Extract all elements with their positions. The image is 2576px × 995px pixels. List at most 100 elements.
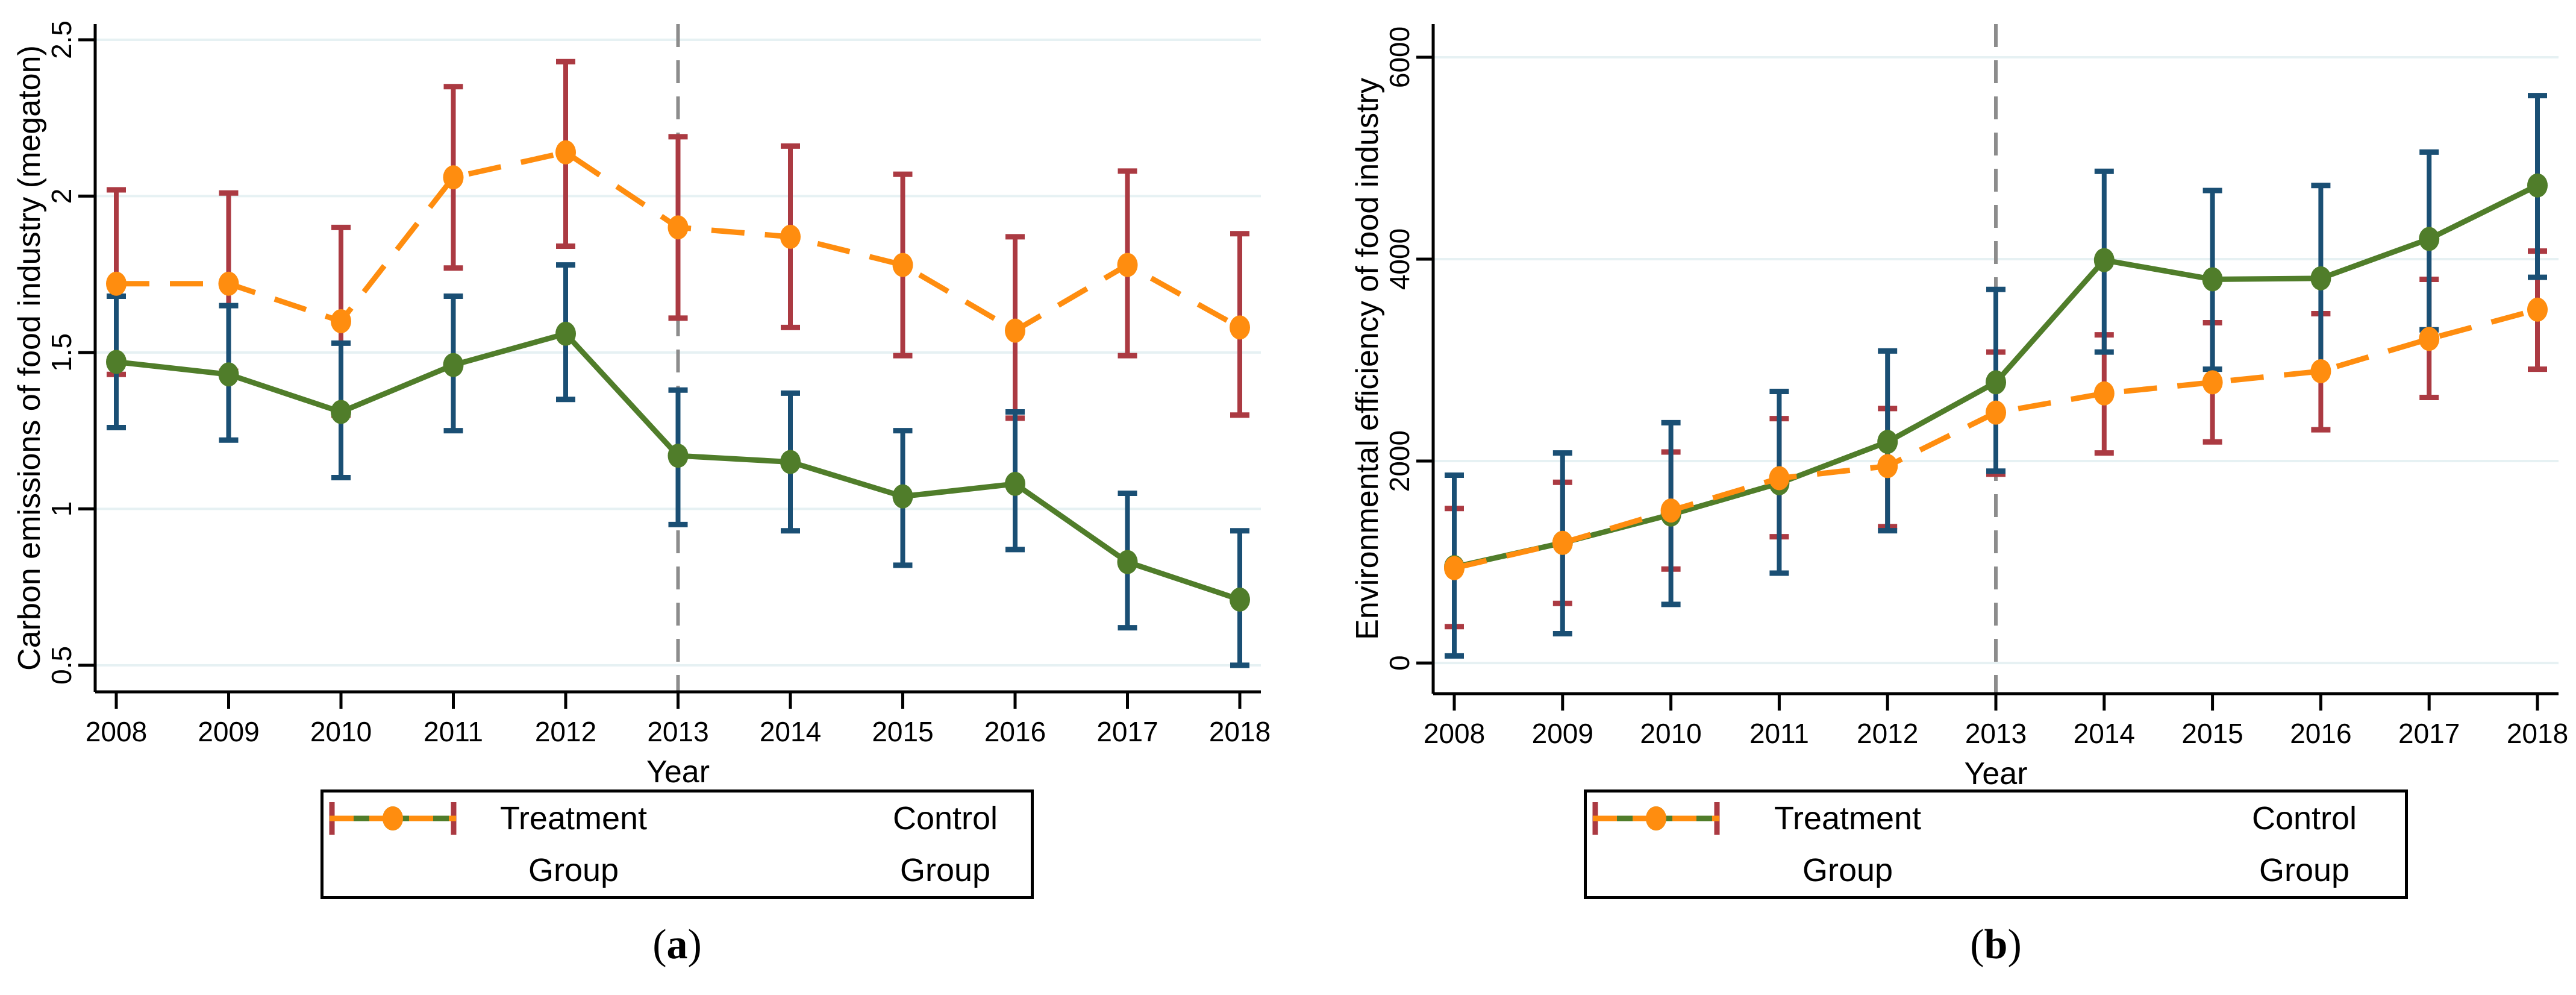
panel-a-control-marker (1005, 318, 1025, 343)
legend-symbol-control-line (1593, 806, 2198, 896)
legend-label-control: Control (892, 800, 998, 836)
panel-b-x-tick-label: 2013 (1965, 718, 2027, 749)
caption-a-close-paren: ) (687, 921, 702, 968)
legend-label-treatment-group: Group (528, 852, 619, 888)
panel-b-control-marker (1660, 498, 1681, 523)
panel-b-treatment-marker (2310, 266, 2331, 290)
panel-a-treatment-marker (667, 444, 689, 468)
panel-b-y-axis-title: Environmental efficiency of food industr… (1350, 78, 1385, 640)
panel-b-control-marker (1769, 466, 1790, 491)
panel-a-control-marker (667, 215, 689, 240)
caption-b-letter: b (1984, 921, 2008, 968)
panel-b-control-marker (2093, 381, 2115, 406)
panel-b-x-tick-label: 2018 (2507, 718, 2568, 749)
panel-b-x-tick-label: 2009 (1532, 718, 1593, 749)
panel-b-treatment-marker (2202, 267, 2223, 292)
panel-b-x-axis-title: Year (1964, 756, 2027, 791)
panel-b-x-tick-label: 2011 (1749, 718, 1809, 749)
panel-a-x-tick-label: 2015 (872, 716, 933, 747)
panel-b-treatment-marker (1986, 370, 2006, 395)
panel-b-control-marker (1552, 530, 1573, 555)
panel-b-control-marker (2419, 327, 2440, 351)
panel-a-x-tick-label: 2009 (198, 716, 259, 747)
control-line-marker-icon (1593, 806, 1719, 830)
panel-a-y-tick-label: 2.5 (46, 20, 77, 59)
legend-panel-a: Treatment Control Group Group (320, 789, 1034, 899)
panel-a-x-tick-label: 2014 (760, 716, 821, 747)
legend-label-control: Control (2251, 800, 2357, 836)
panel-a-control-marker (1230, 315, 1250, 340)
panel-a-y-tick-label: 1.5 (46, 333, 77, 372)
panel-a-x-axis-title: Year (646, 755, 710, 789)
panel-a-x-tick-label: 2013 (647, 716, 708, 747)
legend-symbol-treatment-line (1587, 806, 1731, 896)
panel-a-treatment-marker (218, 362, 239, 387)
panel-a-x-tick-label: 2016 (984, 716, 1046, 747)
panel-a-treatment-marker (1230, 587, 1250, 612)
panel-b-x-tick-label: 2008 (1424, 718, 1485, 749)
panel-a-treatment-marker (106, 350, 127, 374)
panel-a-control-marker (218, 271, 239, 296)
panel-b-x-tick-label: 2016 (2290, 718, 2351, 749)
panel-a-control-marker (780, 224, 801, 249)
panel-a-x-tick-label: 2012 (535, 716, 596, 747)
panel-a-treatment-marker (892, 484, 913, 509)
panel-a-control-marker (555, 140, 576, 165)
legend-symbol-control-errorbar (329, 793, 854, 844)
caption-b-open-paren: ( (1970, 921, 1984, 968)
caption-panel-a: (a) (533, 921, 822, 969)
legend-label-control-group: Group (2259, 852, 2350, 888)
panel-a-y-tick-label: 1 (46, 501, 77, 517)
panel-b-control-marker (2527, 297, 2548, 322)
panel-a-treatment-marker (1005, 471, 1025, 496)
panel-b-control-marker (1986, 400, 2006, 425)
panel-a-control-marker (1117, 253, 1138, 277)
panel-a-y-tick-label: 0.5 (46, 646, 77, 685)
panel-b-y-tick-label: 6000 (1384, 27, 1415, 88)
control-line-marker-icon (330, 806, 456, 830)
panel-a-x-tick-label: 2011 (424, 716, 483, 747)
panel-b-treatment-marker (2093, 248, 2115, 272)
panel-a-treatment-marker (443, 353, 464, 377)
panel-b-treatment-marker (2419, 227, 2440, 251)
panel-a-y-axis-title: Carbon emissions of food industry (megat… (12, 45, 47, 671)
panel-b-control-marker (2202, 370, 2223, 395)
panel-b-y-tick-label: 0 (1384, 655, 1415, 671)
panel-a-treatment-marker (1117, 550, 1138, 574)
panel-a-x-tick-label: 2010 (310, 716, 372, 747)
panel-b-y-tick-label: 4000 (1384, 228, 1415, 290)
caption-a-open-paren: ( (652, 921, 667, 968)
panel-b-control-marker (1877, 454, 1898, 479)
panel-b-control-marker (1444, 556, 1465, 580)
panel-b: 0 2000 4000 6000 2008 2009 2010 2011 2012 2013 201… (1350, 24, 2568, 791)
panel-a-x-tick-label: 2017 (1096, 716, 1158, 747)
panel-a-treatment-marker (780, 450, 801, 474)
panel-b-x-tick-label: 2015 (2181, 718, 2243, 749)
panel-a-control-marker (443, 165, 464, 190)
panel-a-treatment-marker (331, 400, 351, 424)
panel-b-x-tick-label: 2010 (1640, 718, 1701, 749)
panel-a-x-tick-label: 2008 (86, 716, 147, 747)
caption-b-close-paren: ) (2007, 921, 2022, 968)
legend-symbol-treatment-line (324, 806, 474, 896)
panel-a-x-tick-label: 2018 (1209, 716, 1271, 747)
panel-b-treatment-marker (2527, 173, 2548, 198)
panel-b-x-tick-label: 2017 (2398, 718, 2460, 749)
legend-symbol-control-errorbar (1592, 793, 2198, 844)
panel-b-x-tick-label: 2012 (1857, 718, 1918, 749)
panel-a-control-marker (106, 271, 127, 296)
legend-symbol-control-line (330, 806, 854, 896)
panel-a-control-marker (331, 309, 351, 334)
legend-label-treatment: Treatment (499, 800, 648, 836)
legend-label-control-group: Group (899, 852, 991, 888)
caption-a-letter: a (666, 921, 688, 968)
panel-a-treatment-marker (555, 321, 576, 346)
panel-b-x-tick-label: 2014 (2074, 718, 2135, 749)
caption-panel-b: (b) (1851, 921, 2140, 969)
panel-a: 0.5 1 1.5 2 2.5 2008 2009 2010 2011 2012 2013 2014 2… (12, 20, 1271, 789)
legend-panel-b: Treatment Control Group Group (1584, 789, 2408, 899)
legend-label-treatment-group: Group (1802, 852, 1893, 888)
panel-a-control-marker (892, 253, 913, 277)
panel-b-treatment-marker (1877, 430, 1898, 454)
